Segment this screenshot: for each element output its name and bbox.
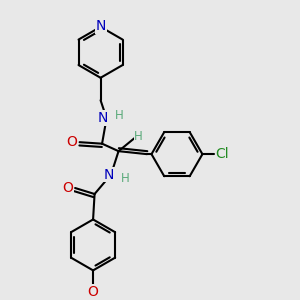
Text: H: H xyxy=(115,109,124,122)
Text: H: H xyxy=(121,172,130,184)
Text: Cl: Cl xyxy=(216,147,229,161)
Text: N: N xyxy=(95,19,106,33)
Text: O: O xyxy=(88,285,98,299)
Text: H: H xyxy=(134,130,143,143)
Text: N: N xyxy=(103,167,114,182)
Text: N: N xyxy=(98,111,108,125)
Text: O: O xyxy=(62,181,73,195)
Text: O: O xyxy=(67,135,78,149)
